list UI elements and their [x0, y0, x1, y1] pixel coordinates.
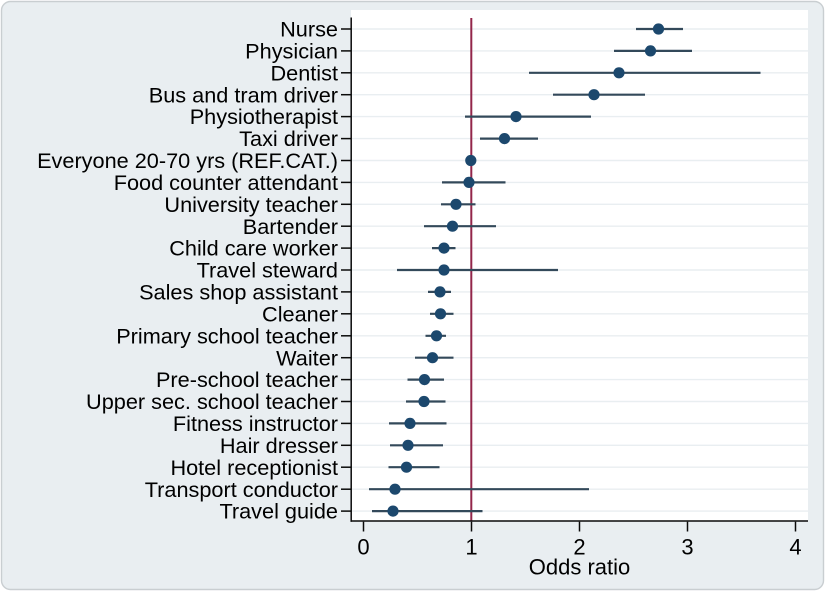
svg-text:Everyone 20-70 yrs (REF.CAT.): Everyone 20-70 yrs (REF.CAT.) [37, 148, 338, 173]
svg-text:2: 2 [573, 535, 585, 560]
svg-text:Nurse: Nurse [280, 17, 338, 42]
svg-text:Physician: Physician [245, 39, 338, 64]
svg-text:3: 3 [681, 535, 693, 560]
svg-text:Food counter attendant: Food counter attendant [114, 170, 338, 195]
svg-text:Bartender: Bartender [243, 214, 338, 239]
svg-text:Travel guide: Travel guide [219, 499, 338, 524]
svg-text:4: 4 [789, 535, 801, 560]
svg-text:Taxi driver: Taxi driver [239, 126, 338, 151]
svg-text:Hair dresser: Hair dresser [220, 433, 338, 458]
svg-text:Dentist: Dentist [271, 60, 339, 85]
svg-text:Hotel receptionist: Hotel receptionist [170, 455, 338, 480]
svg-text:Upper sec. school teacher: Upper sec. school teacher [86, 389, 338, 414]
svg-text:Primary school teacher: Primary school teacher [116, 323, 338, 348]
svg-text:Physiotherapist: Physiotherapist [190, 104, 338, 129]
svg-text:University teacher: University teacher [164, 192, 338, 217]
svg-text:Fitness instructor: Fitness instructor [173, 411, 338, 436]
svg-text:Bus and tram driver: Bus and tram driver [149, 82, 338, 107]
svg-text:0: 0 [357, 535, 369, 560]
svg-text:Travel steward: Travel steward [197, 258, 338, 283]
svg-text:Odds ratio: Odds ratio [529, 555, 631, 580]
svg-text:Child care worker: Child care worker [169, 236, 338, 261]
svg-text:Cleaner: Cleaner [262, 301, 338, 326]
svg-text:Waiter: Waiter [276, 345, 338, 370]
svg-text:Transport conductor: Transport conductor [145, 477, 338, 502]
svg-text:Sales shop assistant: Sales shop assistant [139, 280, 338, 305]
svg-text:Pre-school teacher: Pre-school teacher [156, 367, 338, 392]
svg-text:1: 1 [465, 535, 477, 560]
